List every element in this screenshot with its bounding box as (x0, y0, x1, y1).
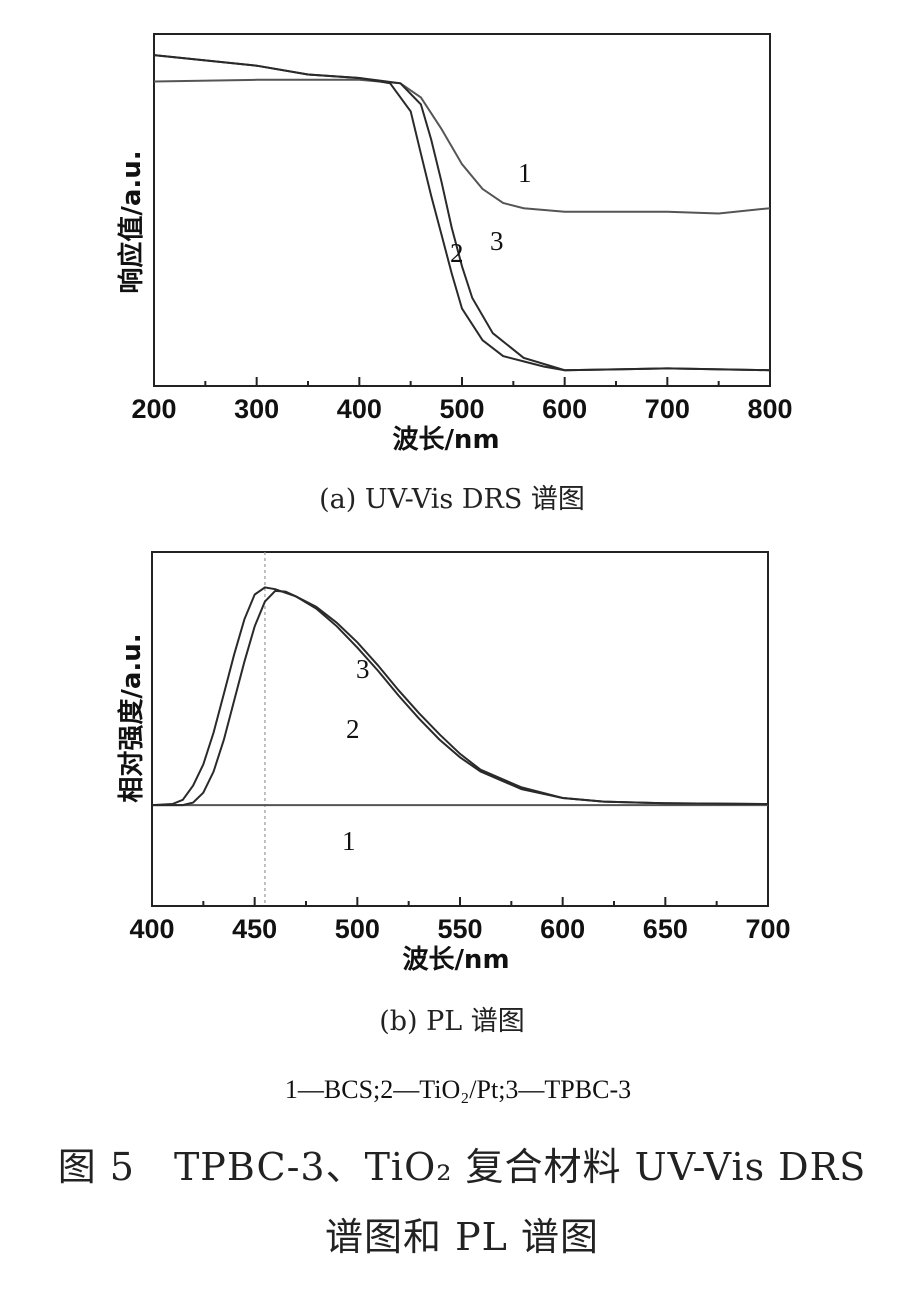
pl-chart: 400 450 500 550 600 650 700 波长/nm 相对强度/a.u. 1 … (116, 551, 791, 1037)
chartB-tick-label: 550 (437, 914, 482, 944)
uv-vis-curve-label-1: 1 (518, 158, 532, 188)
chartB-series-2-line (151, 586, 769, 807)
pl-curve-label-2: 2 (346, 714, 360, 744)
pl-curve-label-3: 3 (356, 654, 370, 684)
uv-vis-curve-label-2: 2 (450, 238, 464, 268)
chartB-series-3-line (152, 589, 769, 807)
chartB-tick-label: 400 (129, 914, 174, 944)
uv-vis-x-ticks: 200 300 400 500 600 700 800 (131, 377, 793, 424)
chartB-tick-label: 700 (745, 914, 790, 944)
chartA-tick-label: 200 (131, 394, 176, 424)
chartA-tick-label: 500 (439, 394, 484, 424)
pl-x-ticks: 400 450 500 550 600 650 700 (129, 897, 791, 944)
uv-vis-y-axis-title: 响应值/a.u. (116, 150, 147, 293)
uv-vis-plot-frame (153, 33, 771, 387)
pl-x-axis-title: 波长/nm (402, 945, 509, 975)
chartB-tick-label: 450 (232, 914, 277, 944)
uv-vis-x-axis-title: 波长/nm (392, 425, 499, 455)
uv-vis-caption: (a) UV-Vis DRS 谱图 (319, 484, 585, 515)
pl-plot-frame (151, 551, 769, 907)
pl-series (151, 586, 769, 807)
figure-caption-line1: 图 5 TPBC-3、TiO₂ 复合材料 UV-Vis DRS (58, 1145, 867, 1189)
pl-y-axis-title: 相对强度/a.u. (116, 633, 147, 802)
pl-curve-label-1: 1 (342, 826, 356, 856)
chartA-tick-label: 300 (234, 394, 279, 424)
chartA-series-1-line (153, 78, 771, 215)
figure-caption-line2: 谱图和 PL 谱图 (325, 1215, 599, 1259)
series-legend: 1—BCS;2—TiO₂/Pt;3—TPBC-3 (285, 1075, 631, 1104)
uv-vis-chart: 200 300 400 500 600 700 800 波长/nm 响应值/a.u. 1 2… (116, 33, 793, 515)
chartA-series-3-line (153, 54, 771, 372)
chartB-tick-label: 600 (540, 914, 585, 944)
chartB-tick-label: 500 (335, 914, 380, 944)
chartA-tick-label: 400 (337, 394, 382, 424)
chartA-tick-label: 600 (542, 394, 587, 424)
uv-vis-series (153, 54, 771, 372)
chartB-tick-label: 650 (643, 914, 688, 944)
pl-caption: (b) PL 谱图 (379, 1006, 525, 1037)
uv-vis-curve-label-3: 3 (490, 226, 504, 256)
chartA-tick-label: 700 (645, 394, 690, 424)
chartA-tick-label: 800 (747, 394, 792, 424)
